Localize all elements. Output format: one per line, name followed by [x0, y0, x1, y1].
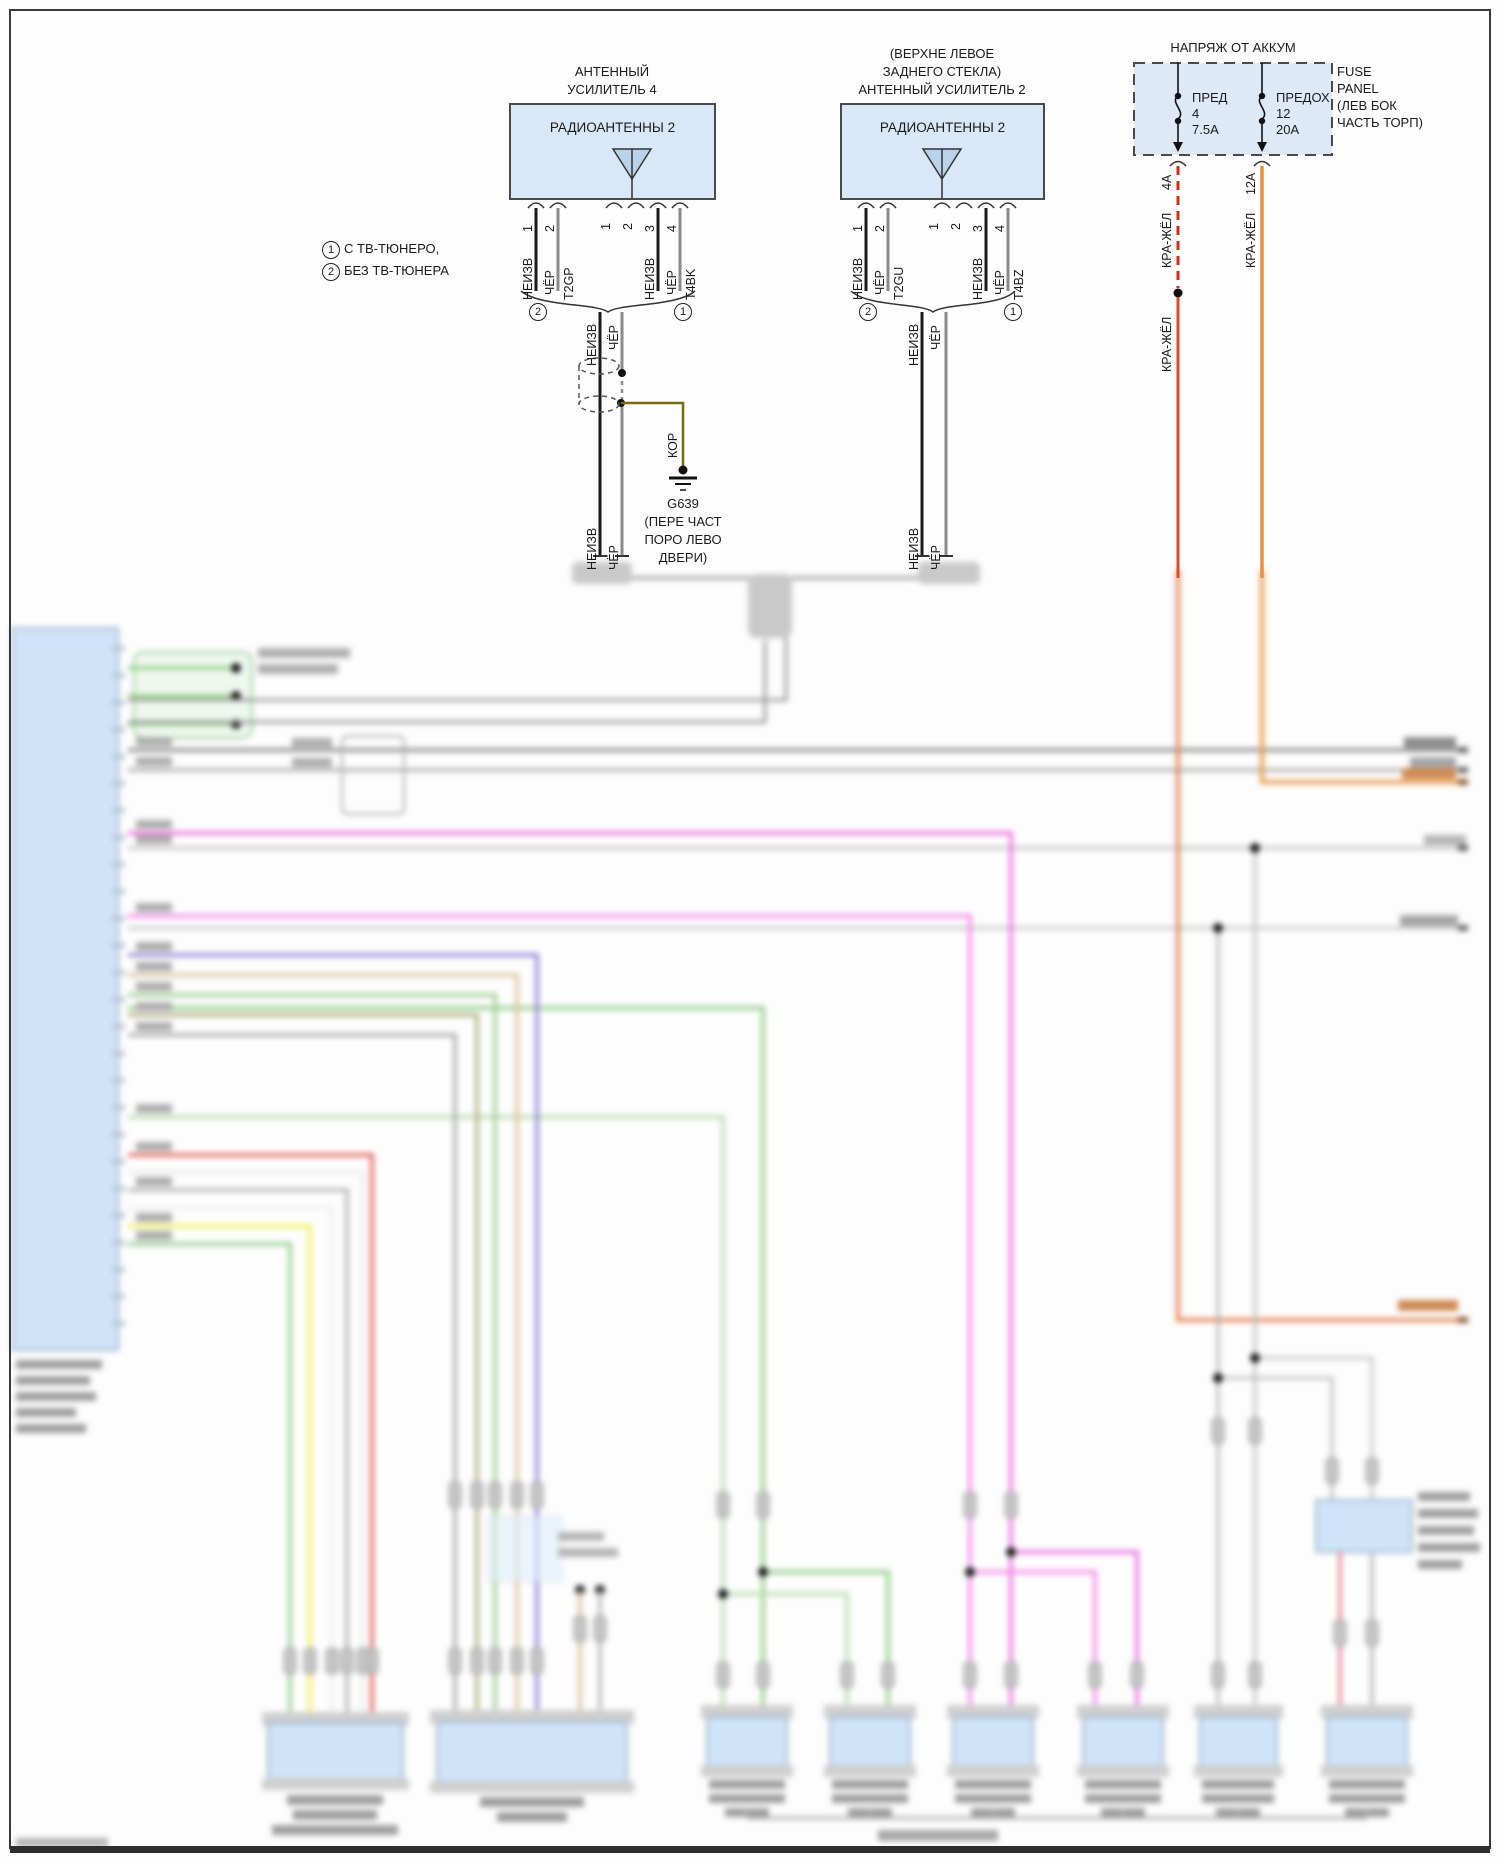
inline-pin-blobs	[283, 1417, 1379, 1689]
amp2-pinB3-number: 3	[971, 225, 985, 232]
antenna-amp4-symbol	[509, 103, 716, 557]
aux-stub-wires	[487, 1515, 618, 1722]
legend-item-1: С ТВ-ТЮНЕРО,	[344, 241, 440, 256]
fuse12-pin-label: 12А	[1244, 172, 1258, 195]
amp4-title-line2: УСИЛИТЕЛЬ 4	[567, 82, 657, 97]
amp2-pinB1-number: 1	[927, 223, 941, 230]
door-switch-connector-cluster	[128, 648, 350, 739]
amp2-pinA2-number: 2	[873, 225, 887, 232]
amp4-cont-wire2-label: ЧЁР	[607, 324, 621, 350]
amp4-tag-without-tuner: 2	[529, 303, 547, 321]
pin-arcs	[527, 202, 689, 209]
amp4-codeB-label: T4BK	[684, 268, 698, 300]
amp4-codeA-label: T2GP	[562, 267, 576, 300]
amp2-cont-wire2-label: ЧЁР	[929, 324, 943, 350]
amp4-cont-wire1-label2: НЕИЗВ	[585, 527, 599, 570]
pin-arcs	[857, 202, 1017, 209]
merge-bracket	[850, 290, 1016, 313]
fuse-4-icon	[1173, 63, 1183, 152]
amp4-cont-wire1-label: НЕИЗВ	[585, 323, 599, 366]
ground-loc-line2: ПОРО ЛЕВО	[644, 532, 722, 547]
ground-wire-label: КОР	[666, 432, 680, 458]
head-unit-box	[11, 627, 125, 1433]
page-bottom-rule	[10, 1846, 1490, 1853]
antenna-shield-blobs	[572, 562, 980, 638]
fuse-panel-side-line2: PANEL	[1337, 81, 1379, 96]
fuse-panel-side-line1: FUSE	[1337, 64, 1372, 79]
fuse-12-icon	[1257, 63, 1267, 152]
amp4-box-label: РАДИОАНТЕННЫ 2	[549, 120, 676, 135]
amp4-wireB4-label: ЧЁР	[665, 269, 679, 295]
legend-circle-2: 2	[322, 263, 340, 281]
amp2-tag-with-tuner: 1	[1004, 303, 1022, 321]
fuse-panel-side-line3: (ЛЕВ БОК	[1337, 98, 1397, 113]
ground-loc-line1: (ПЕРЕ ЧАСТ	[644, 514, 722, 529]
amp4-pinB1-number: 1	[599, 223, 613, 230]
amp4-wireA2-label: ЧЁР	[543, 269, 557, 295]
fuse12-name: ПРЕДОХ	[1276, 90, 1330, 105]
left-wire-bundle	[128, 1153, 374, 1723]
amp4-wireB3-label: НЕИЗВ	[643, 257, 657, 300]
amp4-pinA1-number: 1	[521, 225, 535, 232]
fuse12-wire-label: КРА-ЖЁЛ	[1244, 212, 1258, 268]
gray-signal-wires	[128, 735, 1462, 930]
amp4-wireA1-label: НЕИЗВ	[521, 257, 535, 300]
fuse4-name: ПРЕД	[1192, 90, 1228, 105]
legend-item-2: БЕЗ ТВ-ТЮНЕРА	[344, 263, 449, 278]
amp2-cont-wire2-label2: ЧЁР	[929, 544, 943, 570]
ground-icon	[669, 465, 697, 491]
amp2-codeA-label: T2GU	[892, 266, 906, 300]
amp2-title-line2: ЗАДНЕГО СТЕКЛА)	[882, 64, 1002, 79]
fuse4-pin-label: 4А	[1160, 174, 1174, 190]
amp4-pinA2-number: 2	[543, 225, 557, 232]
page-border	[9, 9, 1491, 1849]
amp2-pinB2-number: 2	[949, 223, 963, 230]
fuse4-number: 4	[1192, 106, 1200, 121]
amp2-wireB3-label: НЕИЗВ	[971, 257, 985, 300]
fuse4-wire-label2: КРА-ЖЁЛ	[1160, 316, 1174, 372]
fuse4-rating: 7.5А	[1192, 122, 1219, 137]
antenna-amp2-symbol	[840, 103, 1045, 557]
amp4-tag-with-tuner: 1	[674, 303, 692, 321]
ground-wire	[621, 401, 685, 466]
amp2-wireA1-label: НЕИЗВ	[851, 257, 865, 300]
amp2-cont-wire1-label: НЕИЗВ	[907, 323, 921, 366]
amp2-box-label: РАДИОАНТЕННЫ 2	[879, 120, 1006, 135]
amp2-tag-without-tuner: 2	[859, 303, 877, 321]
magenta-speaker-wires	[128, 831, 1139, 1717]
amp4-title-line1: АНТЕННЫЙ	[574, 64, 650, 79]
fuse-panel-side-line4: ЧАСТЬ ТОРП)	[1337, 115, 1423, 130]
fuse12-number: 12	[1276, 106, 1291, 121]
amp2-title-line1: (ВЕРХНЕ ЛЕВОЕ	[889, 46, 995, 61]
battery-feed-wires	[1176, 570, 1462, 1322]
amp2-wireA2-label: ЧЁР	[873, 269, 887, 295]
fuse4-wire-label: КРА-ЖЁЛ	[1160, 212, 1174, 268]
amp2-pinB4-number: 4	[993, 225, 1007, 232]
amp2-codeB-label: T4BZ	[1012, 269, 1026, 300]
right-edge-labels	[1398, 737, 1468, 1323]
amp2-pinA1-number: 1	[851, 225, 865, 232]
amp2-cont-wire1-label2: НЕИЗВ	[907, 527, 921, 570]
amp2-title-line3: АНТЕННЫЙ УСИЛИТЕЛЬ 2	[858, 82, 1026, 97]
legend-circle-1: 1	[322, 241, 340, 259]
amp4-pinB4-number: 4	[665, 225, 679, 232]
fuse-panel-box	[1133, 62, 1333, 156]
fuse-panel-title: НАПРЯЖ ОТ АККУМ	[1170, 40, 1296, 55]
ground-loc-line3: ДВЕРИ)	[658, 550, 708, 565]
fuse-panel-symbol	[1133, 62, 1333, 578]
merge-bracket	[520, 290, 696, 313]
amp2-wireB4-label: ЧЁР	[993, 269, 1007, 295]
wire-code-blobs	[136, 737, 332, 1240]
amp4-pinB2-number: 2	[621, 223, 635, 230]
fuse12-rating: 20А	[1276, 122, 1300, 137]
bottom-connectors	[16, 1705, 1413, 1847]
amp4-pinB3-number: 3	[643, 225, 657, 232]
ground-code: G639	[667, 496, 699, 511]
